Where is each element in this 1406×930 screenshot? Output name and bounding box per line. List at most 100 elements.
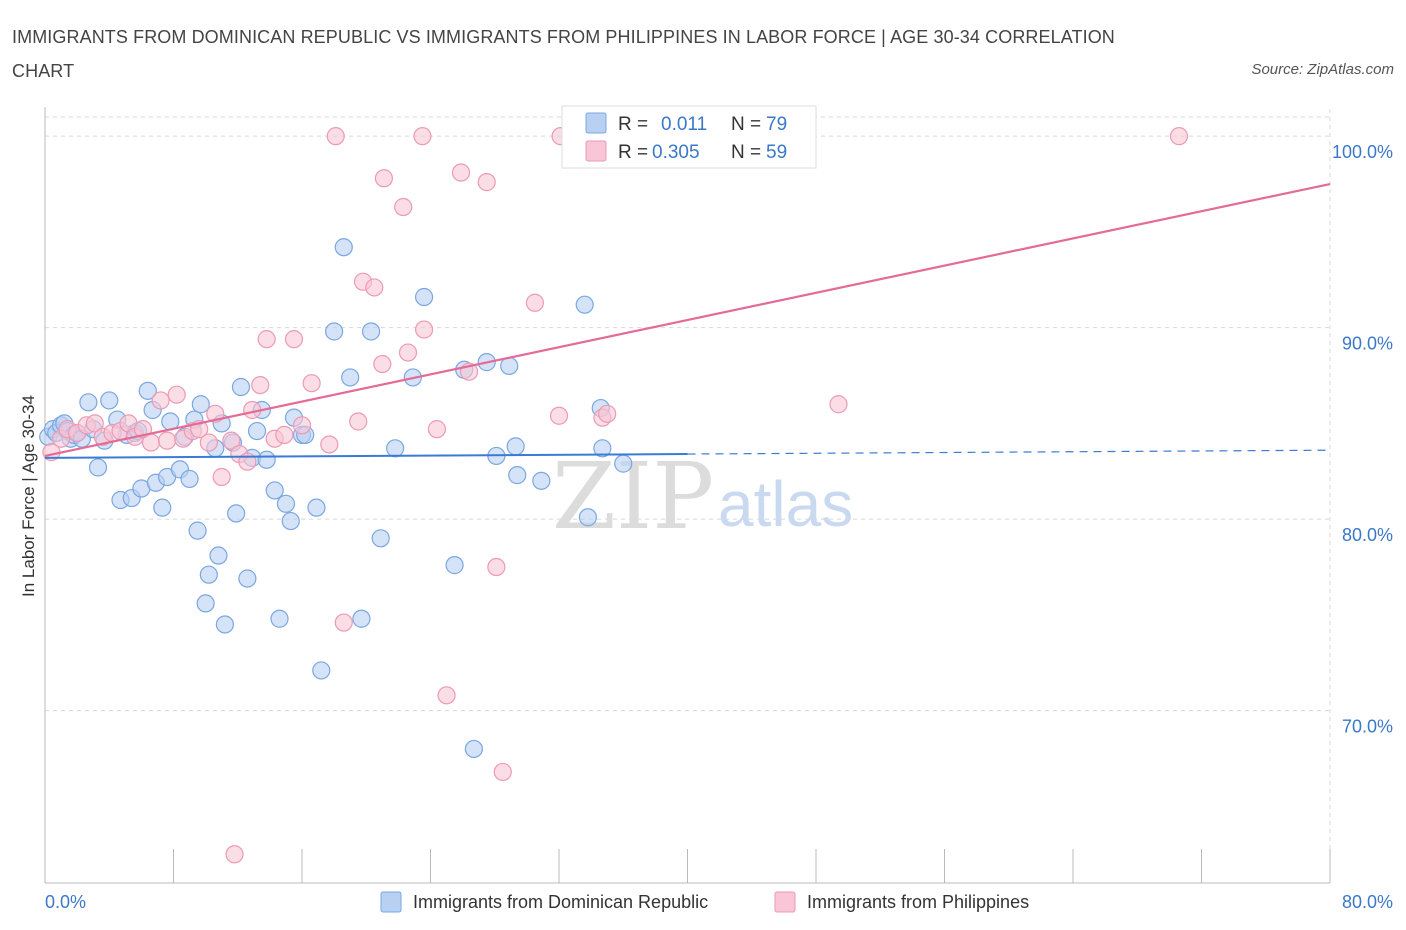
data-point-dominican [508, 466, 527, 485]
data-point-philippines [373, 354, 392, 374]
legend-n-value-1: 79 [766, 114, 787, 135]
source-label: Source: ZipAtlas.com [1251, 61, 1394, 78]
data-point-philippines [598, 404, 617, 423]
watermark-atlas: atlas [718, 468, 853, 540]
axes [44, 107, 1331, 884]
data-point-philippines [151, 391, 170, 410]
data-point-dominican [361, 322, 381, 341]
data-point-dominican [414, 287, 434, 307]
data-point-dominican [341, 368, 360, 387]
data-point-philippines [257, 330, 276, 349]
legend-n-value-2: 59 [766, 142, 787, 163]
data-point-dominican [325, 322, 344, 341]
data-point-philippines [365, 278, 384, 297]
data-point-philippines [398, 343, 418, 362]
trend-line-dominican [44, 453, 688, 459]
data-point-philippines [451, 163, 471, 182]
data-point-philippines [157, 431, 177, 450]
trend-lines [44, 182, 1331, 459]
data-point-philippines [437, 686, 456, 705]
data-point-dominican [199, 565, 218, 584]
data-point-philippines [326, 127, 345, 146]
series-legend: Immigrants from Dominican Republic Immig… [380, 891, 1029, 913]
data-point-philippines [413, 127, 432, 146]
data-point-dominican [265, 481, 284, 500]
bottom-legend-label-dominican: Immigrants from Dominican Republic [413, 892, 708, 912]
data-point-dominican [276, 494, 296, 513]
data-point-dominican [153, 498, 172, 517]
data-point-philippines [251, 376, 270, 395]
data-point-philippines [212, 467, 231, 487]
x-tick-min: 0.0% [45, 892, 86, 912]
data-point-dominican [247, 421, 267, 441]
data-point-dominican [215, 615, 234, 634]
data-point-dominican [238, 569, 257, 588]
data-point-philippines [349, 412, 368, 431]
data-point-philippines [525, 293, 545, 312]
y-tick-label: 80.0% [1342, 525, 1393, 545]
data-point-philippines [394, 197, 413, 217]
data-point-dominican [352, 609, 371, 628]
data-point-philippines [222, 431, 241, 450]
data-point-philippines [292, 416, 312, 435]
legend-n-label-2: N = [731, 142, 761, 163]
data-point-dominican [281, 511, 300, 531]
data-point-dominican [270, 609, 289, 628]
data-point-philippines [549, 406, 569, 425]
y-tick-label: 100.0% [1332, 142, 1393, 162]
data-point-philippines [487, 557, 506, 577]
data-point-dominican [88, 458, 108, 477]
legend-r-label-2: R = [618, 142, 648, 163]
bottom-legend-label-philippines: Immigrants from Philippines [807, 892, 1029, 912]
data-point-dominican [209, 546, 228, 565]
data-point-dominican [593, 439, 612, 458]
y-axis-label: In Labor Force | Age 30-34 [19, 395, 38, 597]
data-point-dominican [191, 395, 210, 414]
data-point-dominican [257, 450, 276, 469]
data-point-dominican [188, 521, 207, 540]
data-point-dominican [312, 661, 331, 680]
data-point-dominican [196, 594, 215, 613]
data-point-philippines [167, 385, 186, 404]
legend-r-label-1: R = [618, 114, 648, 135]
data-point-dominican [334, 238, 353, 257]
data-point-dominican [386, 439, 405, 458]
data-point-dominican [100, 391, 119, 410]
data-point-philippines [334, 613, 353, 632]
data-point-philippines [493, 762, 512, 782]
data-point-dominican [532, 471, 551, 490]
data-point-philippines [829, 395, 848, 414]
chart-title: IMMIGRANTS FROM DOMINICAN REPUBLIC VS IM… [12, 27, 1115, 81]
legend-r-value-1: 0.011 [661, 114, 707, 135]
data-point-dominican [614, 454, 633, 473]
data-point-philippines [284, 330, 304, 349]
data-point-dominican [506, 437, 525, 456]
data-point-dominican [464, 739, 483, 759]
legend-r-value-2: 0.305 [652, 142, 700, 163]
bottom-legend-swatch-dominican [380, 891, 402, 913]
data-point-dominican [575, 295, 594, 314]
data-point-dominican [445, 556, 464, 575]
data-point-philippines [414, 320, 434, 339]
data-point-philippines [275, 425, 294, 444]
data-point-philippines [427, 420, 447, 439]
series-dominican-points [39, 238, 633, 759]
data-point-dominican [138, 381, 157, 400]
data-point-philippines [85, 414, 104, 433]
data-point-philippines [225, 845, 244, 864]
data-point-dominican [227, 504, 246, 523]
data-point-philippines [141, 433, 161, 452]
y-tick-label: 70.0% [1342, 717, 1393, 737]
watermark-zip: ZIP [552, 443, 714, 550]
stats-legend: R = 0.011 N = 79 R = 0.305 N = 59 [561, 105, 817, 169]
data-point-dominican [371, 529, 390, 548]
legend-swatch-dominican [585, 112, 607, 134]
data-point-dominican [578, 508, 598, 527]
data-point-philippines [199, 433, 218, 452]
x-tick-max: 80.0% [1342, 892, 1393, 912]
data-point-philippines [1169, 127, 1189, 146]
data-point-philippines [477, 173, 496, 192]
legend-swatch-philippines [585, 140, 607, 162]
legend-n-label-1: N = [731, 114, 761, 135]
